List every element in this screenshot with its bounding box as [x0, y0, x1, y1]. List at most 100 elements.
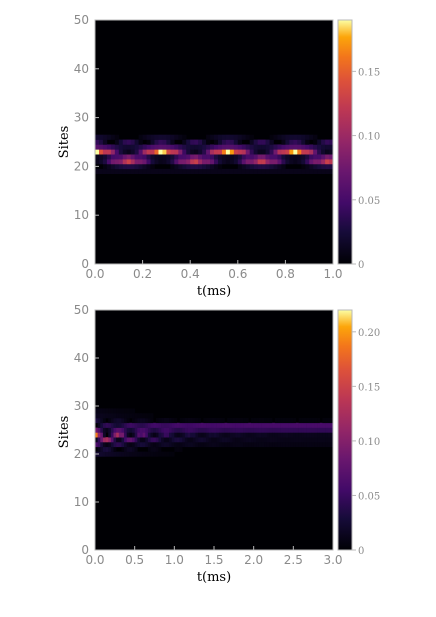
heatmap-cell: [237, 418, 241, 424]
heatmap-cell: [126, 139, 131, 145]
heatmap-cell: [257, 139, 262, 145]
heatmap-cell: [241, 168, 247, 175]
heatmap-cell: [198, 163, 203, 170]
heatmap-cell: [134, 437, 138, 443]
heatmap-cell: [227, 432, 231, 438]
plot-frame-1: [94, 19, 334, 265]
heatmap-cell: [147, 422, 151, 428]
heatmap-cell: [251, 442, 254, 448]
heatmap-cell: [243, 418, 247, 424]
heatmap-cell: [150, 442, 154, 448]
heatmap-cell: [139, 432, 143, 438]
heatmap-cell: [206, 427, 210, 433]
heatmap-cell: [146, 139, 151, 145]
heatmap-cell: [288, 442, 291, 448]
heatmap-cell: [214, 168, 219, 175]
heatmap-cell: [145, 427, 149, 433]
x-tick-label: 3.0: [323, 553, 342, 567]
heatmap-cell: [114, 154, 120, 160]
heatmap-cell: [249, 168, 254, 175]
heatmap-cell: [245, 149, 250, 155]
heatmap-cell: [290, 422, 294, 428]
heatmap-cell: [137, 451, 141, 457]
heatmap-cell: [306, 432, 310, 438]
heatmap-cell: [325, 159, 330, 165]
heatmap-cell: [182, 134, 187, 140]
heatmap-cell: [277, 134, 282, 140]
heatmap-cell: [178, 154, 183, 160]
heatmap-cell: [257, 168, 262, 175]
heatmap-cell: [269, 422, 273, 428]
heatmap-cell: [105, 451, 109, 457]
heatmap-cell: [202, 149, 207, 155]
y-tick-label: 20: [74, 159, 89, 173]
heatmap-cell: [105, 408, 109, 414]
heatmap-cell: [293, 149, 298, 155]
heatmap-cell: [110, 413, 114, 419]
x-tick-label: 0.2: [133, 267, 152, 281]
heatmap-cell: [253, 427, 257, 433]
heatmap-cell: [166, 442, 170, 448]
heatmap-cell: [305, 139, 310, 145]
heatmap-cell: [110, 418, 114, 424]
heatmap-cell: [240, 422, 244, 428]
heatmap-cell: [277, 159, 282, 165]
heatmap-cell: [174, 134, 179, 140]
heatmap-cell: [154, 134, 159, 140]
heatmap-cell: [206, 442, 210, 448]
heatmap-cell: [288, 422, 291, 428]
heatmap-cell: [161, 437, 165, 443]
heatmap-cell: [225, 154, 231, 160]
heatmap-cell: [210, 168, 215, 175]
heatmap-cell: [174, 154, 179, 160]
heatmap-cell: [155, 437, 159, 443]
heatmap-cell: [166, 139, 171, 145]
heatmap-cell: [105, 427, 109, 433]
heatmap-cell: [277, 427, 281, 433]
heatmap-cell: [285, 442, 289, 448]
heatmap-cell: [116, 418, 120, 424]
heatmap-cell: [132, 446, 135, 452]
heatmap-cell: [288, 437, 291, 443]
heatmap-cell: [184, 432, 188, 438]
heatmap-cell: [158, 149, 163, 155]
heatmap-cell: [219, 432, 223, 438]
heatmap-cell: [170, 163, 175, 170]
heatmap-cell: [182, 422, 186, 428]
heatmap-cell: [290, 442, 294, 448]
heatmap-cell: [147, 446, 151, 452]
heatmap-cell: [118, 154, 124, 160]
heatmap-cell: [319, 432, 323, 438]
heatmap-cell: [327, 422, 331, 428]
heatmap-cell: [301, 139, 306, 145]
heatmap-cell: [176, 446, 180, 452]
heatmap-cell: [106, 163, 112, 170]
heatmap-cell: [280, 442, 284, 448]
heatmap-cell: [202, 168, 207, 175]
heatmap-cell: [124, 437, 128, 443]
heatmap-cell: [229, 168, 235, 175]
colorbar-1: [338, 20, 352, 264]
heatmap-cell: [113, 418, 117, 424]
heatmap-cell: [298, 437, 302, 443]
heatmap-cell: [155, 432, 159, 438]
heatmap-cell: [137, 442, 141, 448]
heatmap-cell: [154, 144, 159, 150]
heatmap-cell: [134, 159, 139, 165]
heatmap-cell: [301, 432, 305, 438]
heatmap-cell: [118, 163, 124, 170]
heatmap-cell: [158, 427, 162, 433]
heatmap-cell: [142, 451, 146, 457]
heatmap-cell: [314, 432, 318, 438]
heatmap-cell: [214, 149, 219, 155]
heatmap-cell: [178, 159, 183, 165]
heatmap-cell: [169, 442, 172, 448]
heatmap-cell: [162, 159, 167, 165]
heatmap-cell: [251, 422, 254, 428]
heatmap-panel-1: 0.0 0.2 0.4 0.6 0.8 1.0 0 10 20 30 40 50 t(ms) Sit…: [57, 13, 380, 299]
heatmap-cell: [237, 442, 241, 448]
heatmap-cell: [245, 163, 250, 170]
heatmap-cell: [163, 427, 167, 433]
heatmap-cell: [269, 163, 274, 170]
heatmap-cell: [264, 422, 268, 428]
